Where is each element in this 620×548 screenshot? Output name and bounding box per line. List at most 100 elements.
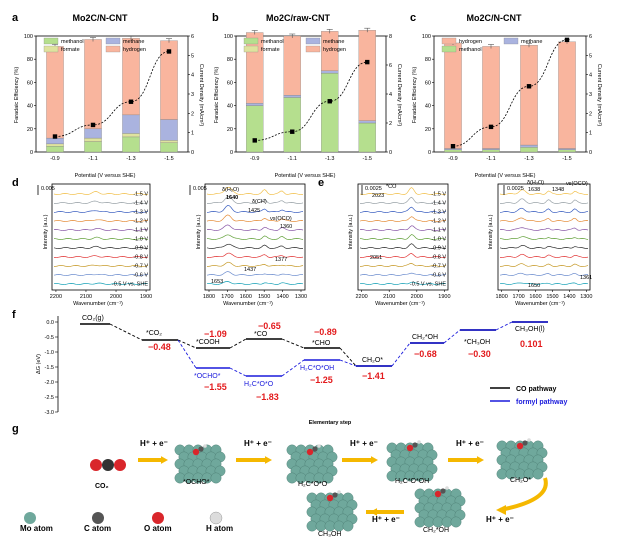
legend-c-sphere [92, 512, 104, 524]
spectrum-line [499, 207, 589, 213]
chart-a-y2label: Current Density (mA/cm²) [198, 64, 204, 127]
ytick-label: 60 [227, 80, 233, 86]
spectrum-line [359, 196, 447, 204]
y2tick-label: 4 [589, 73, 592, 79]
bar-segment-methane [246, 103, 264, 106]
species-ch3oh-ads: *CH₃OH [464, 339, 490, 346]
atom-legend-o: O atom [144, 524, 172, 533]
bar-segment-methanol [84, 141, 102, 153]
ytick-label: 20 [227, 127, 233, 133]
step-label-5: H⁺ + e⁻ [486, 515, 514, 524]
legend-label-methane: methane [323, 39, 344, 45]
legend-formyl-pathway: formyl pathway [516, 399, 567, 406]
spectrum-frame [51, 183, 151, 291]
legend-label-methanol: methanol [261, 39, 284, 45]
current-density-point [327, 99, 332, 104]
xtick-label: 1800 [496, 294, 508, 300]
arrow-step-1-head [160, 456, 168, 464]
bar-segment-formate [122, 133, 140, 138]
spectrum-e-left: 2200 2100 2000 1900 -1.5 V -1.4 V -1.3 V -1.2 V… [355, 183, 451, 300]
potential-label: -0.9 V [133, 246, 148, 252]
potential-label: -0.6 V [133, 273, 148, 279]
annot-e-co: *CO [386, 184, 397, 190]
bar-segment-methanol [558, 149, 576, 153]
potential-label: -0.8 V [133, 255, 148, 261]
bar-segment-methanol [321, 72, 339, 153]
spectrum-d-ylabel: Intensity (a.u.) [43, 214, 49, 249]
spectrum-line [206, 205, 304, 213]
bar-segment-methane [444, 148, 462, 150]
bar-segment-hydrogen [444, 42, 462, 149]
spectrum-line [499, 236, 589, 240]
legend-mo-sphere [24, 512, 36, 524]
adsorbate-oxygen [516, 442, 524, 450]
xtick-label: 2000 [411, 294, 423, 300]
bar-segment-methanol [444, 149, 462, 153]
xtick-label: 1600 [529, 294, 541, 300]
current-density-curve [254, 61, 368, 141]
y2tick-label: 3 [589, 92, 592, 98]
co2-carbon [102, 459, 114, 471]
co2-oxygen-right [114, 459, 126, 471]
y2tick-label: 4 [389, 92, 392, 98]
y2tick-label: 5 [191, 53, 194, 59]
ytick-label: 80 [425, 57, 431, 63]
legend-swatch-methanol [43, 37, 59, 45]
spectrum-d-scale-right: 0.005 [193, 186, 207, 192]
spectrum-line [359, 272, 446, 276]
y2tick-label: 1 [191, 131, 194, 137]
species-ch2o: CH₂O* [362, 357, 383, 364]
potential-label: -0.9 V [431, 246, 446, 252]
xtick-label: 1500 [546, 294, 558, 300]
energy-ch2o: −1.41 [362, 371, 385, 381]
y2tick-label: 6 [389, 63, 392, 69]
spectrum-e-ylabel: Intensity (a.u.) [348, 214, 354, 249]
energy-xlabel: Elementary step [309, 420, 352, 426]
adsorbate-hydrogen [527, 438, 531, 442]
bar-segment-methane [46, 137, 64, 145]
adsorbate-carbon [198, 446, 204, 452]
y2tick-label: 0 [191, 150, 194, 156]
bar-segment-methanol [358, 122, 376, 153]
xtick-label: 1600 [240, 294, 252, 300]
potential-label: -1.3 V [133, 210, 148, 216]
bar-segment-methanol [160, 142, 178, 153]
step-label-4: H⁺ + e⁻ [456, 439, 484, 448]
spectrum-d-ylabel-right: Intensity (a.u.) [196, 214, 202, 249]
ytick-label: 100 [224, 34, 233, 40]
current-density-point [488, 124, 494, 130]
atom-legend-c: C atom [84, 524, 111, 533]
current-density-point [128, 99, 134, 104]
legend-label-hydrogen: hydrogen [323, 47, 346, 53]
spectrum-line [206, 214, 304, 222]
xtick-label: 1700 [221, 294, 233, 300]
xtick-label: -1.3 [126, 156, 135, 162]
scheme-label-ocho: *OCHO* [183, 479, 210, 486]
chart-c-xlabel: Potential (V versus SHE) [475, 173, 536, 179]
xtick-label: -1.5 [363, 156, 372, 162]
bar-segment-formate [160, 140, 178, 143]
xtick-label: -0.9 [250, 156, 259, 162]
mo-atom [532, 468, 544, 480]
arrow-step-2-head [264, 456, 272, 464]
ytick-label: 40 [27, 104, 33, 110]
ytick-label: 0 [230, 150, 233, 156]
spectrum-e-xlabel: Wavenumber (cm⁻¹) [375, 301, 425, 307]
panel-letter-e: e [318, 177, 324, 189]
mo-atom [210, 472, 222, 484]
xtick-label: 1900 [438, 294, 450, 300]
species-ch2oh: CH₂*OH [412, 334, 438, 341]
bar-segment-methanol [122, 136, 140, 153]
xtick-label: 1900 [140, 294, 152, 300]
legend-swatch-methane [105, 37, 121, 45]
spectrum-line [53, 191, 149, 195]
energy-ytick-label: -3.0 [45, 410, 54, 416]
annot-e-1348: 1348 [552, 187, 564, 193]
bar-segment-methane [122, 114, 140, 134]
spectrum-line [499, 272, 588, 276]
adsorbate-carbon [522, 440, 528, 446]
spectrum-d-right: 1800 1700 1600 1500 1400 1300 [203, 183, 307, 300]
chart-c: 0 20 40 60 80 100 0 1 2 3 4 5 6 -0.9 -1.1 -1.3 -1.5 hydro… [422, 34, 592, 162]
potential-label: -1.4 V [133, 201, 148, 207]
species-cooh: *COOH [196, 339, 220, 346]
